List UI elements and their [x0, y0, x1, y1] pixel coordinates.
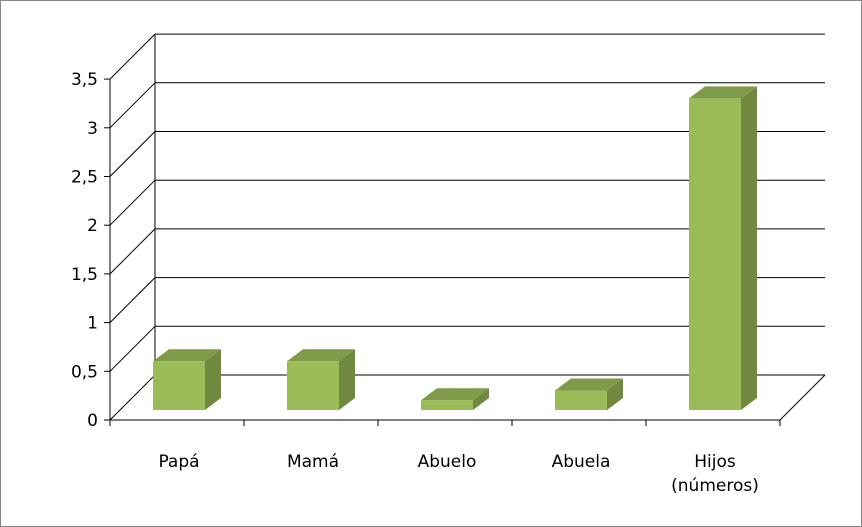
x-tick-label-1: Mamá	[287, 452, 339, 472]
x-tick-label-4: Hijos (números)	[671, 452, 759, 496]
bar-top-4	[689, 86, 757, 99]
x-tick-label-2: Abuelo	[418, 452, 477, 472]
x-tick-label-3: Abuela	[552, 452, 611, 472]
gridline-side-2	[109, 277, 156, 323]
gridline-side-1	[109, 325, 156, 372]
bar-side-0	[205, 349, 221, 410]
bar-top-2	[421, 388, 489, 401]
y-tick-label-0: 0	[87, 411, 98, 431]
y-tick-label-5: 2,5	[71, 168, 98, 188]
x-tick-label-0: Papá	[158, 452, 199, 472]
bar-front-0	[153, 361, 205, 410]
bar-4	[689, 86, 757, 410]
y-tick-label-3: 1,5	[71, 265, 98, 285]
bar-side-4	[741, 86, 757, 410]
bar-side-1	[339, 349, 355, 410]
x-axis	[109, 419, 781, 426]
y-tick-label-7: 3,5	[71, 70, 98, 90]
y-tick-labels: 0 0,5 1 1,5 2 2,5 3 3,5	[71, 70, 98, 431]
bar-top-1	[287, 349, 355, 362]
y-tick-label-2: 1	[87, 314, 98, 334]
bar-3	[555, 378, 623, 410]
gridline-side-4	[109, 179, 156, 226]
y-axis	[104, 78, 111, 421]
gridline-side-6	[109, 82, 156, 129]
x-tick-labels: Papá Mamá Abuelo Abuela Hijos (números)	[158, 452, 758, 496]
gridline-side-3	[109, 228, 156, 275]
y-tick-label-4: 2	[87, 216, 98, 236]
bar-front-4	[689, 98, 741, 410]
bar-top-3	[555, 378, 623, 391]
bar-front-2	[421, 400, 473, 410]
bar-front-3	[555, 390, 607, 410]
bar-side-3	[607, 378, 623, 410]
bar-front-1	[287, 361, 339, 410]
gridline-side-5	[109, 131, 156, 177]
bar-side-2	[473, 388, 489, 410]
bars	[153, 86, 757, 410]
y-tick-label-1: 0,5	[71, 362, 98, 382]
bar-1	[287, 349, 355, 410]
bar-0	[153, 349, 221, 410]
bar-top-0	[153, 349, 221, 362]
gridline-side-7	[109, 33, 156, 80]
gridline-side-0	[109, 374, 156, 421]
bar-2	[421, 388, 489, 410]
y-tick-label-6: 3	[87, 119, 98, 139]
